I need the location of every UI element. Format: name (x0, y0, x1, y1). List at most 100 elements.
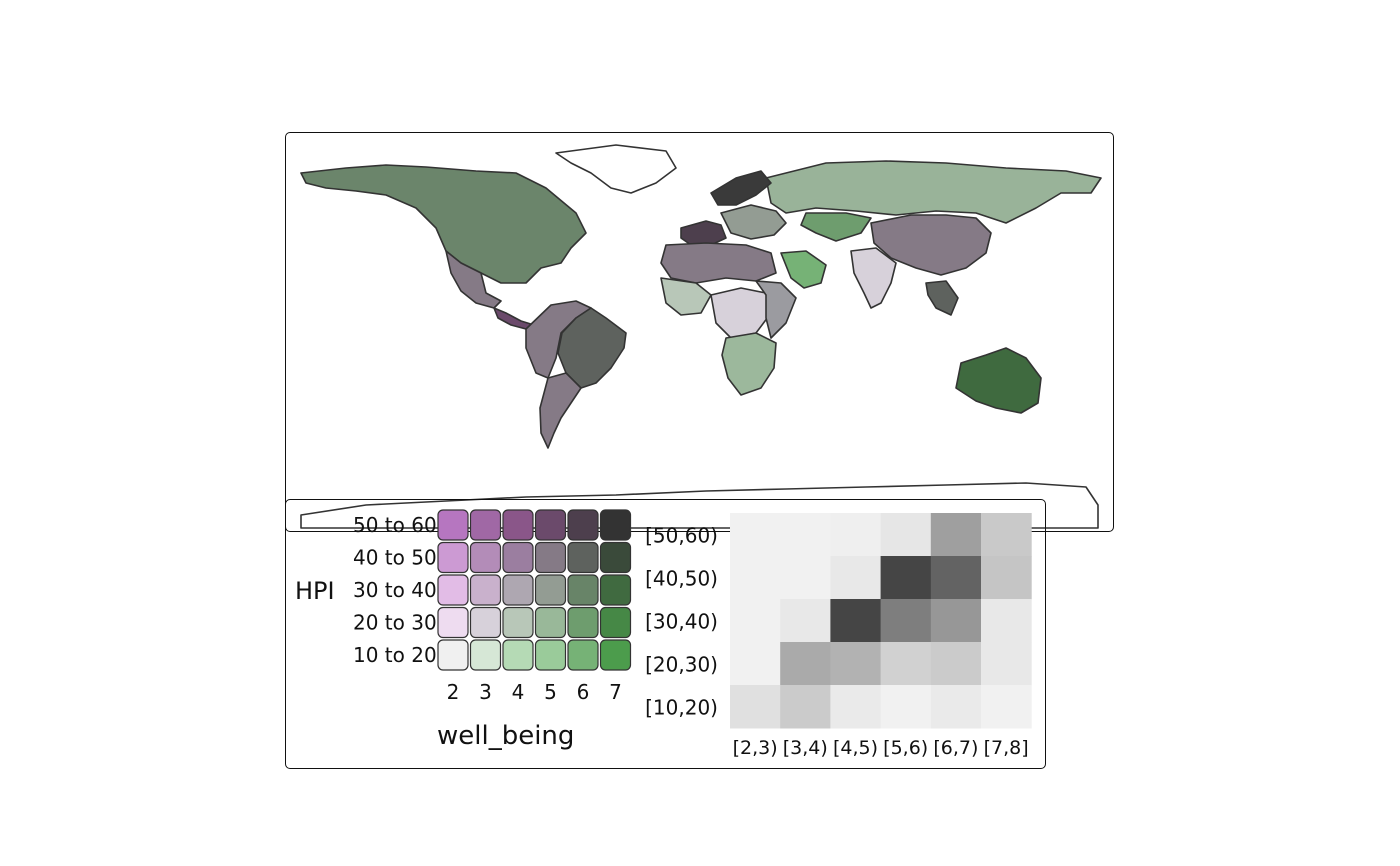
legend-cell (437, 639, 469, 671)
legend-x-label: 4 (512, 680, 525, 704)
heatmap-cell (780, 685, 831, 729)
legend-y-label: 20 to 30 (353, 611, 437, 635)
heatmap-cell (780, 599, 831, 643)
country-europe-east[interactable] (720, 204, 787, 240)
heatmap-cell (780, 513, 831, 557)
country-mexico[interactable] (445, 250, 502, 309)
country-russia[interactable] (765, 160, 1102, 224)
heatmap-cell (981, 599, 1032, 643)
country-east-africa[interactable] (755, 280, 797, 339)
legend-cell (534, 541, 567, 574)
heatmap-cell (981, 513, 1032, 557)
legend-cell (534, 606, 567, 639)
heatmap-x-tick: [3,4) (783, 737, 828, 759)
country-brazil[interactable] (557, 307, 627, 389)
heatmap-cell (730, 685, 781, 729)
world-map[interactable] (286, 133, 1114, 532)
country-arabia[interactable] (780, 250, 827, 289)
legend-cell (469, 509, 502, 541)
heatmap-y-tick: [40,50) (645, 567, 718, 591)
country-north-america[interactable] (300, 164, 587, 284)
legend-y-label: 30 to 40 (353, 578, 437, 602)
legend-cell (469, 541, 502, 574)
legend-x-label: 6 (577, 680, 590, 704)
heatmap-cell (780, 642, 831, 686)
legend-cell (502, 541, 534, 574)
country-china[interactable] (870, 214, 992, 276)
heatmap-cell (981, 642, 1032, 686)
legend-panel (285, 499, 1046, 769)
heatmap-x-tick: [6,7) (933, 737, 978, 759)
legend-cell (534, 509, 567, 541)
heatmap-cell (830, 685, 882, 729)
country-south-america-north[interactable] (525, 300, 592, 379)
heatmap-cell (880, 513, 932, 557)
heatmap-cell (830, 599, 882, 643)
legend-cell (437, 541, 469, 574)
legend-cell (599, 606, 632, 639)
country-europe-west[interactable] (680, 220, 727, 246)
legend-x-label: 5 (544, 680, 557, 704)
heatmap-cell (880, 642, 932, 686)
map-panel (285, 132, 1114, 532)
legend-cell (567, 541, 599, 574)
legend-cell (567, 639, 599, 671)
legend-cell (469, 574, 502, 606)
country-scandinavia[interactable] (710, 170, 772, 206)
legend-cell (502, 509, 534, 541)
legend-cell (534, 574, 567, 606)
legend-cell (567, 574, 599, 606)
legend-cell (567, 509, 599, 541)
legend-cell (469, 606, 502, 639)
heatmap-cell (730, 599, 781, 643)
country-central-africa[interactable] (710, 287, 772, 339)
heatmap-y-tick: [20,30) (645, 653, 718, 677)
country-southern-africa[interactable] (721, 332, 777, 396)
heatmap-cell (880, 685, 932, 729)
bivariate-legend: 10 to 20 20 to 30 30 to 40 40 to 50 50 to 60… (353, 509, 632, 704)
heatmap-cell (730, 642, 781, 686)
country-southeast-asia[interactable] (925, 280, 959, 316)
legend-cell (502, 574, 534, 606)
heatmap-x-tick: [2,3) (733, 737, 778, 759)
heatmap-y-tick: [10,20) (645, 696, 718, 720)
y-axis-title: HPI (295, 577, 335, 605)
legend-cell (437, 606, 469, 639)
heatmap-cell (880, 556, 932, 600)
heatmap-y-tick: [30,40) (645, 610, 718, 634)
country-southern-cone[interactable] (539, 372, 582, 449)
country-kazakhstan[interactable] (800, 212, 872, 242)
heatmap-cell (830, 642, 882, 686)
heatmap-cell (981, 685, 1032, 729)
country-north-africa[interactable] (660, 242, 777, 284)
country-west-africa[interactable] (660, 277, 712, 316)
heatmap-x-tick: [7,8] (984, 737, 1029, 759)
heatmap-cell (830, 513, 882, 557)
x-axis-title: well_being (437, 721, 574, 751)
heatmap-cell (880, 599, 932, 643)
heatmap-cell (730, 556, 781, 600)
legend-cell (599, 574, 632, 606)
country-australia[interactable] (955, 347, 1042, 414)
legend-cell (502, 606, 534, 639)
legend-x-label: 3 (479, 680, 492, 704)
distribution-heatmap: [50,60) [40,50) [30,40) [20,30) [10,20) [2,3)… (645, 513, 1032, 759)
legend-x-label: 7 (609, 680, 622, 704)
legend-cell (437, 574, 469, 606)
country-central-america[interactable] (493, 307, 535, 330)
legend-cell (599, 639, 632, 671)
country-india[interactable] (850, 247, 897, 309)
legend-graphics: 10 to 20 20 to 30 30 to 40 40 to 50 50 to 60… (295, 509, 1032, 759)
legend-x-label: 2 (447, 680, 460, 704)
legend-cell (502, 639, 534, 671)
heatmap-cell (981, 556, 1032, 600)
legend-cell (469, 639, 502, 671)
country-greenland[interactable] (555, 144, 677, 194)
legend-y-label: 40 to 50 (353, 546, 437, 570)
heatmap-cell (830, 556, 882, 600)
heatmap-y-tick: [50,60) (645, 524, 718, 548)
heatmap-cell (930, 642, 982, 686)
heatmap-cell (930, 513, 982, 557)
legend-cell (437, 509, 469, 541)
heatmap-cell (930, 685, 982, 729)
